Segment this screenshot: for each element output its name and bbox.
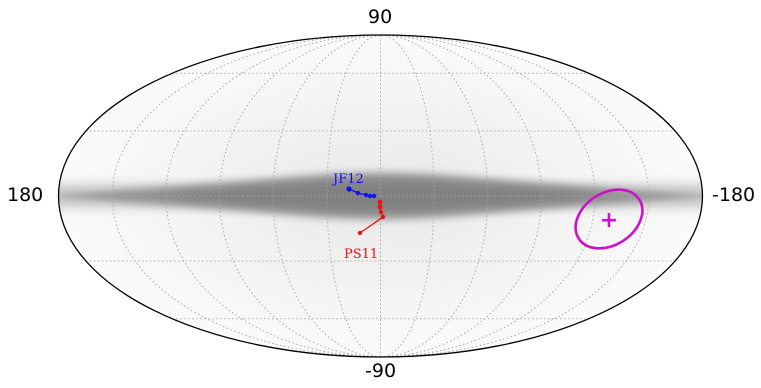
- ps11-label: PS11: [344, 247, 378, 262]
- meridian-line: [326, 35, 381, 357]
- jf12-track-point: [355, 190, 361, 196]
- longitude-label-right: -180: [712, 184, 756, 206]
- error-ellipse: [574, 188, 644, 250]
- source-region: +: [574, 188, 644, 250]
- jf12-track-point: [367, 193, 373, 199]
- map-outline: [57, 34, 704, 358]
- ps11-track-point: [377, 204, 383, 210]
- meridian-line: [380, 35, 435, 357]
- meridian-line: [165, 35, 381, 357]
- latitude-label-top: 90: [368, 6, 393, 28]
- meridian-line: [272, 35, 381, 357]
- jf12-track-point: [363, 192, 369, 198]
- ps11-track-point: [377, 199, 383, 205]
- longitude-label-left: 180: [7, 184, 44, 206]
- jf12-label: JF12: [331, 172, 364, 187]
- latitude-label-bottom: -90: [365, 360, 397, 382]
- ps11-track-point: [378, 209, 384, 215]
- jf12-track: JF12: [331, 172, 377, 199]
- ps11-track-point: [357, 230, 363, 236]
- ps11-track: PS11: [344, 199, 386, 262]
- ps11-track-point: [380, 214, 386, 220]
- source-marker-plus: +: [600, 208, 618, 233]
- jf12-track-point: [371, 193, 377, 199]
- jf12-track-point: [346, 186, 352, 192]
